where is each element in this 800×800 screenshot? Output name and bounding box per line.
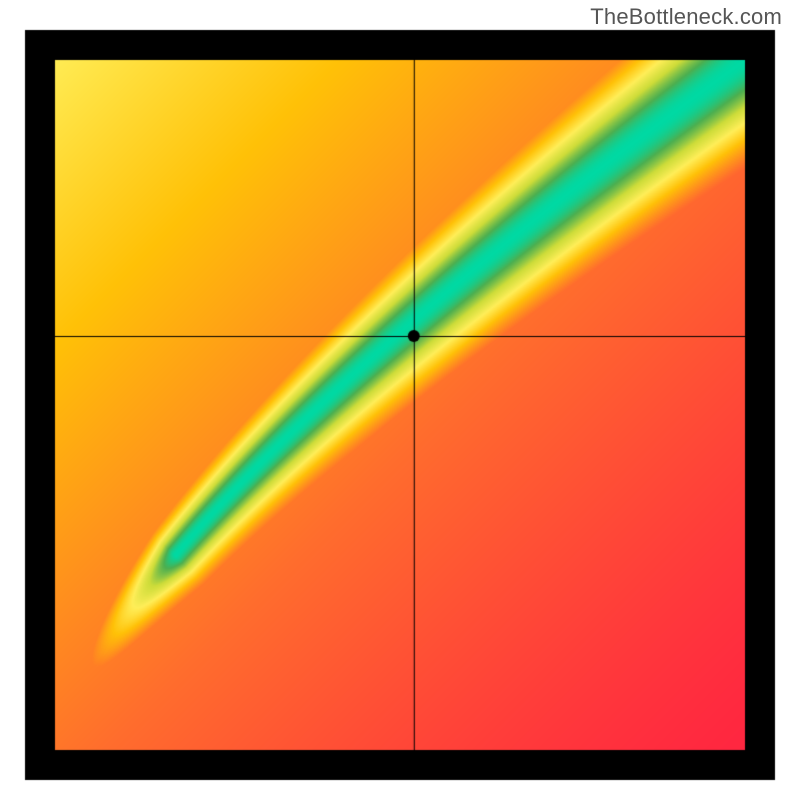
chart-stage: TheBottleneck.com — [0, 0, 800, 800]
watermark-text: TheBottleneck.com — [590, 4, 782, 30]
bottleneck-heatmap — [0, 0, 800, 800]
